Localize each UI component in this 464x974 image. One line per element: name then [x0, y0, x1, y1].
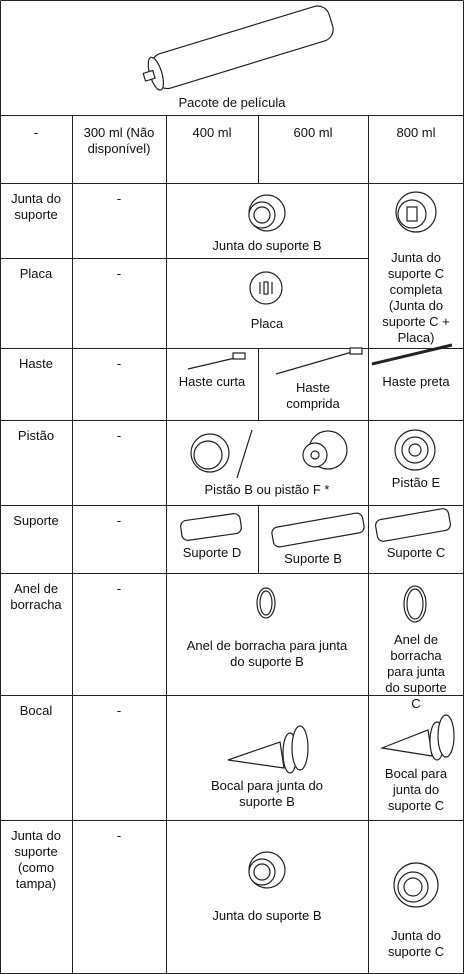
cell: Junta do suporte B	[212, 238, 322, 253]
row-label: Suporte	[13, 513, 59, 528]
cell: Bocal para junta do suporte B	[210, 778, 324, 809]
cell: Anel de borracha para junta do suporte C	[385, 632, 447, 711]
row-label: Junta do suporte (como tampa)	[11, 828, 61, 891]
column-header: 600 ml	[293, 125, 333, 140]
cell: -	[116, 703, 122, 718]
cell: Bocal para junta do suporte C	[384, 766, 448, 813]
cell: Haste preta	[382, 374, 450, 389]
cell: Haste curta	[178, 374, 246, 389]
cell: Suporte D	[182, 545, 242, 560]
column-header: 300 ml (Não disponível)	[83, 125, 155, 156]
row-label: Anel de borracha	[10, 581, 62, 612]
cell: Junta do suporte B	[212, 908, 322, 923]
cell: Pistão B ou pistão F *	[204, 482, 330, 497]
column-header: -	[33, 125, 39, 140]
cell: -	[116, 581, 122, 596]
cell: Placa	[250, 316, 284, 331]
row-label: Bocal	[19, 703, 53, 718]
cell: Suporte B	[284, 551, 342, 566]
cell: -	[116, 266, 122, 281]
cell: Pistão E	[391, 475, 441, 490]
row-label: Haste	[19, 356, 53, 371]
row-label: Pistão	[17, 428, 55, 443]
cell: Suporte C	[386, 545, 446, 560]
cell: -	[116, 428, 122, 443]
caption: Pacote de película	[178, 95, 286, 110]
column-header: 800 ml	[396, 125, 436, 140]
cell: -	[116, 191, 122, 206]
column-header: 400 ml	[192, 125, 232, 140]
row-label: Junta do suporte	[11, 191, 61, 222]
cell: -	[116, 513, 122, 528]
cell: Haste comprida	[286, 380, 340, 411]
cell: -	[116, 828, 122, 843]
cell: -	[116, 356, 122, 371]
row-label: Placa	[19, 266, 53, 281]
cell: Anel de borracha para junta do suporte B	[186, 638, 348, 669]
cell: Junta do suporte C	[387, 928, 445, 959]
cell: Junta do suporte C completa (Junta do su…	[382, 250, 450, 345]
